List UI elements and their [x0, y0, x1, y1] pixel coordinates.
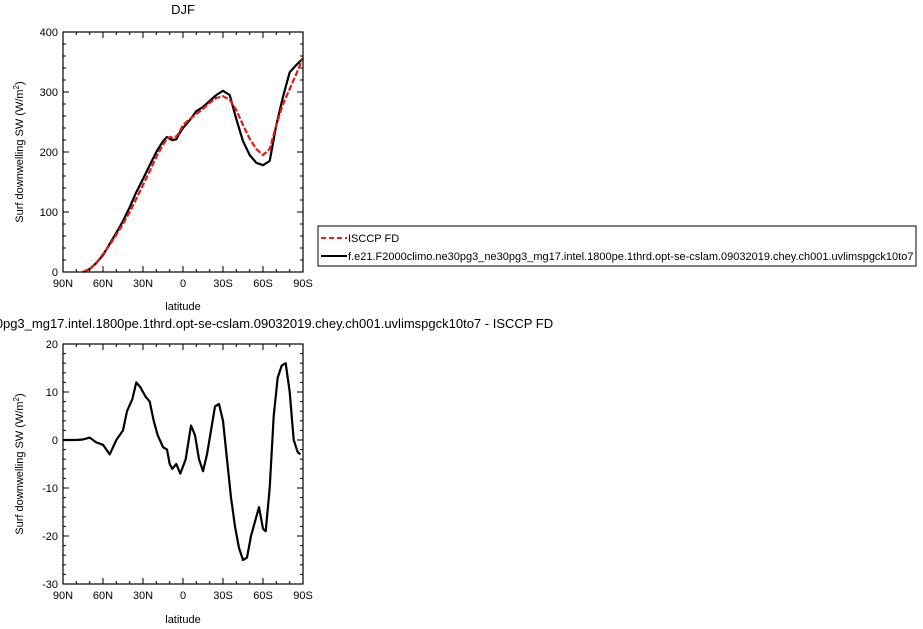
top-x-tick-label: 60S: [253, 278, 273, 290]
bottom-y-axis-title: Surf downwelling SW (W/m2): [12, 393, 26, 534]
top-x-tick-label: 60N: [93, 278, 113, 290]
bottom-plot-area: 90N 60N 30N 0 30S 60S 90S -30 -20 -10 0 10 20: [42, 339, 313, 602]
top-series-isccp-line: [82, 57, 305, 274]
bottom-x-tick-label: 30N: [133, 590, 153, 602]
bottom-x-tick-label: 90N: [53, 590, 73, 602]
top-y-tick-label: 300: [40, 87, 58, 99]
top-plot-area: 90N 60N 30N 0 30S 60S 90S 0 100 200 300 400: [40, 27, 313, 290]
bottom-y-tick-label: -30: [42, 579, 58, 591]
top-x-axis-title: latitude: [165, 301, 200, 313]
bottom-x-tick-label: 60S: [253, 590, 273, 602]
top-y-tick-label: 0: [52, 267, 58, 279]
top-x-tick-label: 30N: [133, 278, 153, 290]
bottom-y-tick-label: 10: [46, 387, 58, 399]
bottom-x-tick-label: 30S: [213, 590, 233, 602]
legend-box: [317, 225, 917, 267]
bottom-x-axis-title: latitude: [165, 614, 200, 626]
top-x-tick-label: 90S: [293, 278, 313, 290]
top-y-tick-label: 200: [40, 147, 58, 159]
bottom-panel-title: f.e21.F2000climo.ne30pg3_ne30pg3_mg17.in…: [0, 316, 553, 331]
bottom-x-tick-label: 90S: [293, 590, 313, 602]
top-y-tick-label: 400: [40, 27, 58, 39]
legend-label-isccp: ISCCP FD: [348, 233, 399, 245]
bottom-x-tick-label: 60N: [93, 590, 113, 602]
top-plot-frame: [62, 31, 304, 273]
top-x-tick-label: 30S: [213, 278, 233, 290]
bottom-panel: f.e21.F2000climo.ne30pg3_ne30pg3_mg17.in…: [0, 316, 553, 626]
bottom-y-tick-label: -10: [42, 483, 58, 495]
top-x-tick-label: 90N: [53, 278, 73, 290]
bottom-plot-frame: [62, 343, 304, 585]
top-panel: DJF 90N 60N 30N 0 30S 60S 90S 0 100 200 300 400 lat…: [12, 2, 313, 313]
legend-label-model: f.e21.F2000climo.ne30pg3_ne30pg3_mg17.in…: [348, 251, 913, 263]
bottom-series-model-line: [63, 362, 302, 562]
top-x-tick-label: 0: [180, 278, 186, 290]
top-series-model-line: [82, 57, 304, 274]
bottom-y-tick-label: 0: [52, 435, 58, 447]
top-y-axis-title: Surf downwelling SW (W/m2): [12, 81, 26, 222]
bottom-y-tick-label: 20: [46, 339, 58, 351]
bottom-y-tick-label: -20: [42, 531, 58, 543]
top-y-tick-label: 100: [40, 207, 58, 219]
bottom-x-tick-label: 0: [180, 590, 186, 602]
top-panel-title: DJF: [171, 2, 195, 17]
legend: ISCCP FD f.e21.F2000climo.ne30pg3_ne30pg…: [317, 225, 917, 267]
